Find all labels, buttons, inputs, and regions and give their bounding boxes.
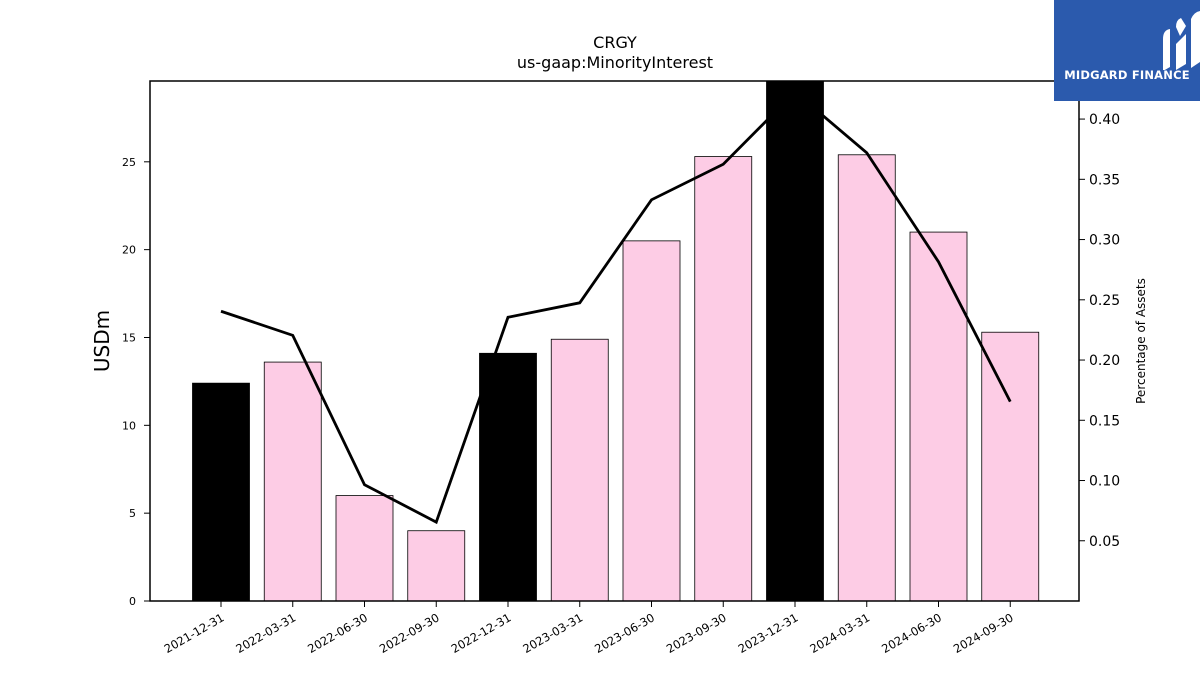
bar-2024-06-30 bbox=[909, 231, 968, 602]
y-tick-label: 15 bbox=[122, 331, 136, 344]
y2-axis: 0.05 0.10 0.15 0.20 0.25 0.30 0.35 0.40 bbox=[1079, 112, 1120, 550]
bars bbox=[192, 80, 1040, 602]
y-axis-label: USDm bbox=[90, 310, 114, 372]
x-tick-label: 2022-09-30 bbox=[377, 610, 442, 656]
plot-frame bbox=[149, 80, 1080, 602]
bar-2022-12-31 bbox=[479, 352, 537, 602]
line-layer bbox=[220, 90, 1012, 525]
y2-tick-label: 0.40 bbox=[1089, 112, 1120, 128]
bar-2023-06-30 bbox=[622, 240, 681, 602]
y2-tick-label: 0.25 bbox=[1089, 293, 1120, 309]
midgard-finance-logo: MIDGARD FINANCE bbox=[1054, 0, 1200, 101]
x-tick-label: 2024-09-30 bbox=[951, 610, 1016, 656]
y-axis: 0 5 10 15 20 25 bbox=[122, 156, 150, 608]
bar-2021-12-31 bbox=[192, 382, 250, 602]
y2-tick-label: 0.35 bbox=[1089, 172, 1120, 188]
x-tick-label: 2022-12-31 bbox=[449, 610, 514, 656]
x-tick-label: 2023-12-31 bbox=[736, 610, 801, 656]
y2-tick-label: 0.10 bbox=[1089, 474, 1120, 490]
bar-2024-09-30 bbox=[981, 331, 1040, 602]
x-tick-label: 2021-12-31 bbox=[162, 610, 227, 656]
x-tick-label: 2023-09-30 bbox=[664, 610, 729, 656]
x-tick-label: 2023-06-30 bbox=[592, 610, 657, 656]
y2-axis-label: Percentage of Assets bbox=[1134, 278, 1148, 404]
bar-2023-12-31 bbox=[766, 80, 824, 602]
y-tick-label: 0 bbox=[129, 595, 136, 608]
y2-tick-label: 0.15 bbox=[1089, 413, 1120, 429]
chart-subtitle: us-gaap:MinorityInterest bbox=[517, 53, 713, 72]
y-tick-label: 5 bbox=[129, 507, 136, 520]
x-tick-label: 2024-06-30 bbox=[879, 610, 944, 656]
bar-2022-06-30 bbox=[335, 495, 394, 602]
bar-2024-03-31 bbox=[837, 154, 896, 602]
x-tick-label: 2022-03-31 bbox=[233, 610, 298, 656]
percentage-of-assets-line bbox=[220, 90, 1012, 525]
y2-tick-label: 0.30 bbox=[1089, 233, 1120, 249]
x-tick-label: 2023-03-31 bbox=[520, 610, 585, 656]
x-axis: 2021-12-31 2022-03-31 2022-06-30 2022-09-30… bbox=[162, 601, 1016, 656]
y-tick-label: 20 bbox=[122, 244, 136, 257]
y-tick-label: 25 bbox=[122, 156, 136, 169]
x-tick-label: 2024-03-31 bbox=[807, 610, 872, 656]
bar-2022-03-31 bbox=[263, 361, 322, 602]
y2-tick-label: 0.20 bbox=[1089, 353, 1120, 369]
chart-title: CRGY bbox=[593, 33, 637, 52]
logo-text: MIDGARD FINANCE bbox=[1064, 68, 1190, 82]
y-tick-label: 10 bbox=[122, 419, 136, 432]
bar-2023-09-30 bbox=[694, 156, 753, 602]
bar-2022-09-30 bbox=[407, 530, 466, 602]
logo-mark-icon bbox=[1163, 11, 1200, 70]
y2-tick-label: 0.05 bbox=[1089, 534, 1120, 550]
bar-2023-03-31 bbox=[550, 338, 609, 602]
x-tick-label: 2022-06-30 bbox=[305, 610, 370, 656]
